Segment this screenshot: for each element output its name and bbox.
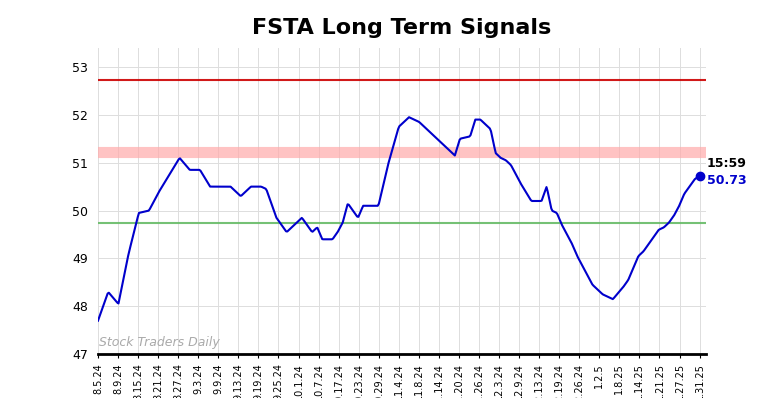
- Text: Stock Traders Daily: Stock Traders Daily: [99, 336, 220, 349]
- Title: FSTA Long Term Signals: FSTA Long Term Signals: [252, 18, 551, 38]
- Text: 15:59: 15:59: [707, 157, 746, 170]
- Text: 50.73: 50.73: [707, 174, 746, 187]
